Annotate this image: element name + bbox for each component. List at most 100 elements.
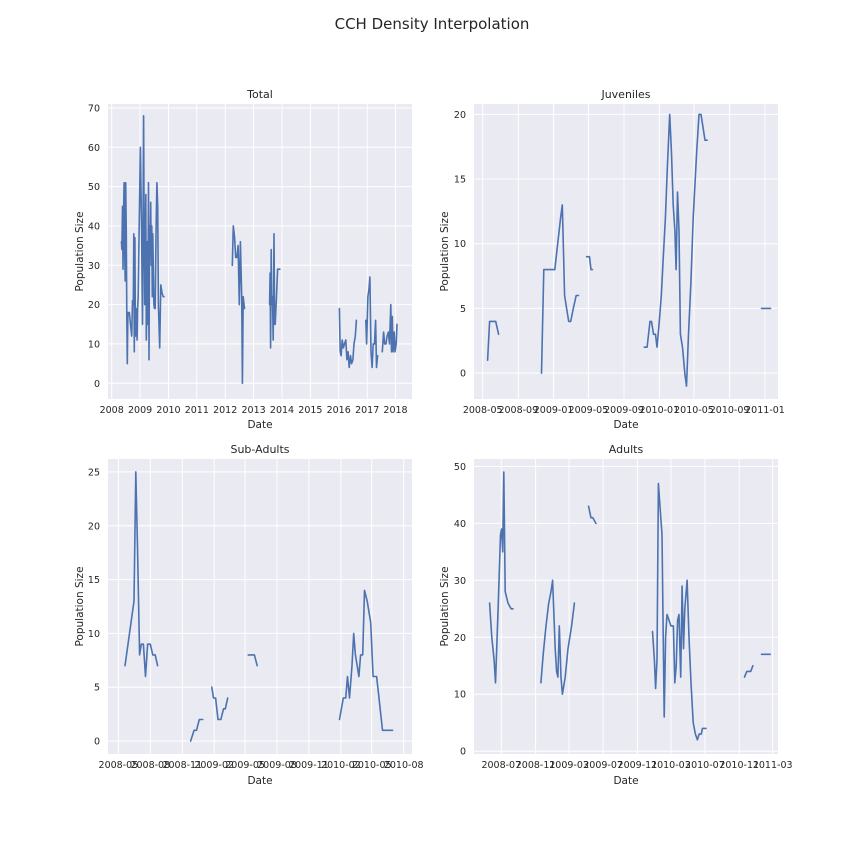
panel-title: Adults xyxy=(609,443,644,456)
y-tick-labels: 0 5 10 15 20 xyxy=(454,110,466,380)
x-tick-label: 2010-01 xyxy=(639,405,679,416)
x-tick-label: 2008-05 xyxy=(99,760,139,771)
y-tick-label: 5 xyxy=(94,683,100,694)
y-tick-label: 10 xyxy=(88,339,100,350)
y-tick-label: 30 xyxy=(88,261,100,272)
y-tick-label: 15 xyxy=(454,175,466,186)
series-line xyxy=(189,718,204,742)
x-tick-label: 2013 xyxy=(242,405,266,416)
plot-area xyxy=(474,459,778,754)
series-line xyxy=(486,320,500,362)
series-line xyxy=(120,115,165,365)
x-tick-label: 2009 xyxy=(128,405,152,416)
x-tick-label: 2008-09 xyxy=(498,405,538,416)
panel-title: Total xyxy=(246,88,273,101)
x-tick-label: 2009-08 xyxy=(257,760,297,771)
panel-title: Juveniles xyxy=(600,88,650,101)
series-line xyxy=(643,113,708,387)
x-tick-label: 2010-05 xyxy=(352,760,392,771)
series-line xyxy=(381,303,398,353)
gridlines xyxy=(108,459,412,754)
x-tick-label: 2009-09 xyxy=(604,405,644,416)
x-axis-label: Date xyxy=(247,419,272,431)
panel-total: 2008 2009 2010 2011 2012 2013 2014 2015 2016 2017… xyxy=(74,88,412,431)
x-axis-label: Date xyxy=(247,775,272,787)
x-tick-label: 2008 xyxy=(100,405,124,416)
series-line xyxy=(488,471,514,684)
series-line xyxy=(540,579,576,696)
x-tick-label: 2014 xyxy=(270,405,294,416)
x-tick-label: 2009-05 xyxy=(225,760,265,771)
x-tick-labels: 2008-052008-082008-112009-022009-052009-… xyxy=(99,760,424,771)
y-tick-label: 20 xyxy=(88,300,100,311)
y-tick-label: 10 xyxy=(454,239,466,250)
x-tick-label: 2009-11 xyxy=(289,760,329,771)
x-tick-label: 2009-07 xyxy=(583,760,623,771)
x-tick-label: 2010-11 xyxy=(719,760,759,771)
y-tick-label: 30 xyxy=(454,576,466,587)
series-line xyxy=(124,471,159,678)
x-tick-label: 2009-11 xyxy=(618,760,658,771)
x-tick-label: 2008-07 xyxy=(481,760,521,771)
y-tick-label: 20 xyxy=(454,110,466,121)
y-tick-label: 40 xyxy=(88,221,100,232)
y-tick-label: 10 xyxy=(454,690,466,701)
x-tick-label: 2011-03 xyxy=(753,760,793,771)
y-axis-label: Population Size xyxy=(74,211,86,291)
x-tick-labels: 2008-052008-092009-012009-052009-092010-… xyxy=(463,405,785,416)
y-tick-label: 15 xyxy=(88,575,100,586)
x-tick-label: 2009-03 xyxy=(549,760,589,771)
x-tick-label: 2016 xyxy=(327,405,351,416)
series-line xyxy=(338,307,358,369)
gridlines xyxy=(474,459,778,754)
series-line xyxy=(364,276,379,369)
y-tick-label: 20 xyxy=(454,633,466,644)
figure-title: CCH Density Interpolation xyxy=(335,15,530,33)
x-tick-label: 2018 xyxy=(383,405,407,416)
series-line xyxy=(231,225,246,385)
series xyxy=(124,471,394,742)
y-tick-label: 20 xyxy=(88,521,100,532)
y-tick-label: 0 xyxy=(460,369,466,380)
series-line xyxy=(268,233,281,349)
x-tick-label: 2010-08 xyxy=(384,760,424,771)
series-line xyxy=(247,654,259,667)
x-axis-label: Date xyxy=(613,775,638,787)
x-tick-label: 2009-05 xyxy=(569,405,609,416)
series-line xyxy=(211,686,229,721)
x-tick-labels: 2008-072008-112009-032009-072009-112010-… xyxy=(481,760,792,771)
x-tick-label: 2012 xyxy=(213,405,237,416)
y-tick-label: 10 xyxy=(88,629,100,640)
x-tick-label: 2010-02 xyxy=(321,760,361,771)
y-tick-label: 50 xyxy=(454,462,466,473)
series-line xyxy=(743,664,754,678)
y-tick-label: 0 xyxy=(94,737,100,748)
y-tick-labels: 0 10 20 30 40 50 60 70 xyxy=(88,103,100,389)
x-axis-label: Date xyxy=(613,419,638,431)
series xyxy=(486,113,772,387)
plot-area xyxy=(474,104,778,399)
gridlines xyxy=(474,104,778,399)
y-tick-label: 5 xyxy=(460,304,466,315)
x-tick-label: 2010-07 xyxy=(685,760,725,771)
y-tick-label: 60 xyxy=(88,143,100,154)
x-tick-label: 2011 xyxy=(185,405,209,416)
y-tick-label: 70 xyxy=(88,103,100,114)
panel-juveniles: 2008-052008-092009-012009-052009-092010-… xyxy=(439,88,785,431)
series-line xyxy=(338,589,394,732)
x-tick-label: 2008-11 xyxy=(162,760,202,771)
x-tick-label: 2010-03 xyxy=(651,760,691,771)
x-tick-label: 2009-01 xyxy=(534,405,574,416)
x-tick-label: 2010-05 xyxy=(674,405,714,416)
panel-sub-adults: 2008-052008-082008-112009-022009-052009-… xyxy=(74,443,424,787)
series-line xyxy=(651,482,707,741)
y-axis-label: Population Size xyxy=(439,211,451,291)
y-tick-label: 40 xyxy=(454,519,466,530)
x-tick-label: 2009-02 xyxy=(194,760,234,771)
panel-title: Sub-Adults xyxy=(230,443,289,456)
y-tick-labels: 0 10 20 30 40 50 xyxy=(454,462,466,758)
series-line xyxy=(540,204,580,374)
x-tick-label: 2008-05 xyxy=(463,405,503,416)
y-tick-label: 0 xyxy=(460,747,466,758)
